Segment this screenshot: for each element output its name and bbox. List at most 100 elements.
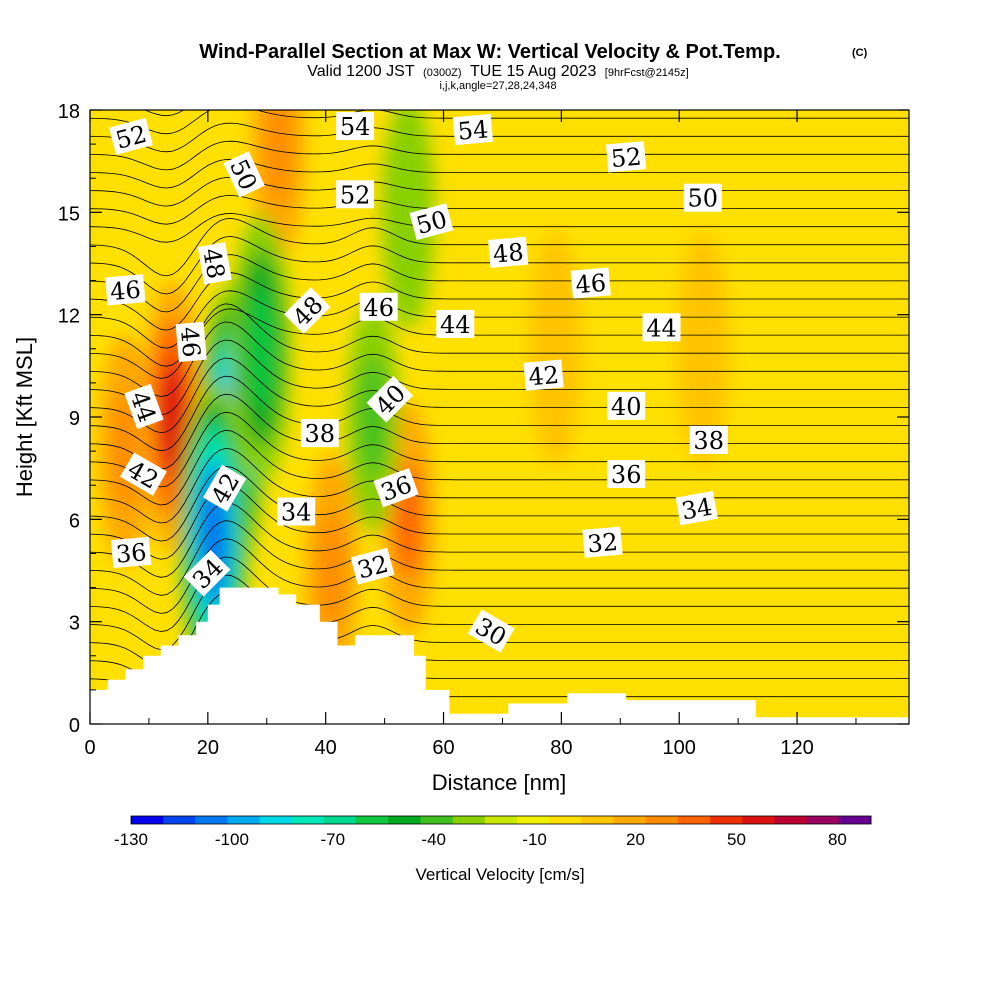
- contour-label: 54: [336, 112, 375, 141]
- contour-label: 42: [203, 464, 247, 512]
- colorbar-swatch: [291, 816, 325, 824]
- contour-label: 32: [582, 526, 623, 559]
- colorbar-tick-label: -10: [522, 830, 547, 849]
- contour-label: 36: [373, 468, 419, 508]
- contour-label-text: 42: [527, 361, 560, 392]
- contour-label-text: 52: [340, 181, 371, 209]
- contour-label-box: [366, 375, 414, 423]
- theta-contour-line: [90, 122, 909, 153]
- contour-label: 46: [105, 274, 146, 307]
- contour-label: 46: [175, 321, 207, 363]
- contour-label-box: [336, 112, 375, 141]
- theta-contour-line: [90, 308, 909, 367]
- x-axis: 0 20 40 60 80 100 120: [84, 110, 857, 759]
- colorbar-swatch: [549, 816, 582, 824]
- copyright-mark: (C): [852, 47, 868, 59]
- valid-date: TUE 15 Aug 2023: [470, 63, 596, 80]
- contour-label-box: [523, 359, 564, 391]
- contour-label-box: [488, 236, 529, 268]
- terrain: [90, 587, 909, 724]
- theta-contour-line: [90, 556, 909, 632]
- contour-label: 34: [277, 497, 316, 527]
- contour-label: 38: [689, 425, 728, 455]
- colorbar-swatch: [838, 816, 872, 824]
- contour-label-text: 36: [611, 461, 642, 489]
- contour-label-text: 44: [440, 311, 471, 339]
- contour-label-box: [277, 497, 316, 526]
- contour-label: 54: [452, 113, 494, 146]
- contour-label: 42: [523, 359, 564, 392]
- velocity-cell: [359, 357, 387, 477]
- y-tick-label: 6: [69, 510, 80, 532]
- colorbar-tick-label: -40: [421, 830, 446, 849]
- theta-contour-line: [90, 393, 909, 470]
- contour-label-text: 46: [109, 276, 142, 307]
- y-tick-label: 12: [58, 306, 80, 328]
- theta-contour-line: [90, 447, 909, 524]
- x-tick-label: 60: [432, 737, 454, 759]
- contour-label-text: 34: [679, 493, 714, 526]
- contour-label-text: 46: [363, 294, 394, 322]
- contour-label-text: 48: [197, 246, 230, 281]
- colorbar-swatch: [259, 816, 293, 824]
- grid-indices: i,j,k,angle=27,28,24,348: [439, 80, 556, 92]
- colorbar-tick-label: 50: [727, 830, 746, 849]
- y-tick-label: 15: [58, 203, 80, 225]
- contour-label: 50: [683, 183, 722, 213]
- contour-label-box: [223, 151, 265, 198]
- contour-label-text: 32: [586, 528, 619, 559]
- contour-label: 52: [108, 117, 153, 155]
- theta-contour-line: [90, 538, 909, 614]
- theta-contour-line: [90, 339, 909, 416]
- theta-contour-line: [90, 290, 909, 349]
- contour-label-box: [124, 383, 164, 430]
- theta-contour-line: [90, 140, 909, 171]
- colorbar-swatch: [131, 816, 164, 824]
- velocity-cell: [689, 288, 717, 409]
- contour-label-text: 50: [688, 185, 719, 213]
- velocity-cell: [247, 288, 275, 409]
- contour-label-box: [105, 274, 146, 306]
- forecast-label: [9hrFcst@2145z]: [605, 67, 689, 79]
- x-tick-label: 0: [84, 737, 95, 759]
- x-tick-label: 20: [197, 737, 219, 759]
- contour-label: 48: [197, 242, 232, 285]
- x-tick-label: 120: [780, 737, 813, 759]
- contour-label: 34: [675, 491, 718, 526]
- contour-label-box: [108, 117, 153, 155]
- contour-label: 36: [110, 536, 152, 569]
- velocity-cell: [264, 110, 293, 205]
- colorbar-frame: [130, 815, 872, 825]
- contour-label-box: [300, 419, 339, 448]
- valid-utc: (0300Z): [423, 67, 462, 79]
- colorbar-swatch: [774, 816, 808, 824]
- velocity-cell: [317, 510, 346, 631]
- y-tick-label: 18: [58, 101, 80, 123]
- colorbar-swatch: [645, 816, 679, 824]
- contour-label-text: 54: [457, 115, 490, 146]
- contour-label-box: [467, 609, 515, 653]
- theta-contour-line: [90, 375, 909, 452]
- colorbar-swatch: [195, 816, 229, 824]
- theta-contour-line: [90, 429, 909, 506]
- contour-label-box: [436, 309, 475, 338]
- colorbar-swatch: [163, 816, 196, 824]
- x-tick-label: 40: [315, 737, 337, 759]
- chart-subtitle: Valid 1200 JST (0300Z) TUE 15 Aug 2023 […: [307, 63, 688, 80]
- theta-contour-line: [90, 158, 909, 189]
- contour-label: 52: [336, 180, 375, 209]
- contour-label-box: [409, 203, 454, 241]
- contour-label-text: 40: [611, 393, 642, 421]
- theta-contour-line: [90, 303, 909, 379]
- valid-time: Valid 1200 JST: [307, 63, 415, 80]
- contour-label: 38: [300, 419, 339, 448]
- colorbar-swatch: [581, 816, 615, 824]
- contour-label: 32: [350, 547, 395, 585]
- colorbar: [130, 815, 872, 825]
- colorbar-swatch: [742, 816, 775, 824]
- contour-label-box: [582, 526, 623, 558]
- contour-label-box: [336, 180, 375, 209]
- theta-contour-line: [90, 321, 909, 397]
- colorbar-swatch: [484, 816, 518, 824]
- colorbar-tick-label: 20: [626, 830, 645, 849]
